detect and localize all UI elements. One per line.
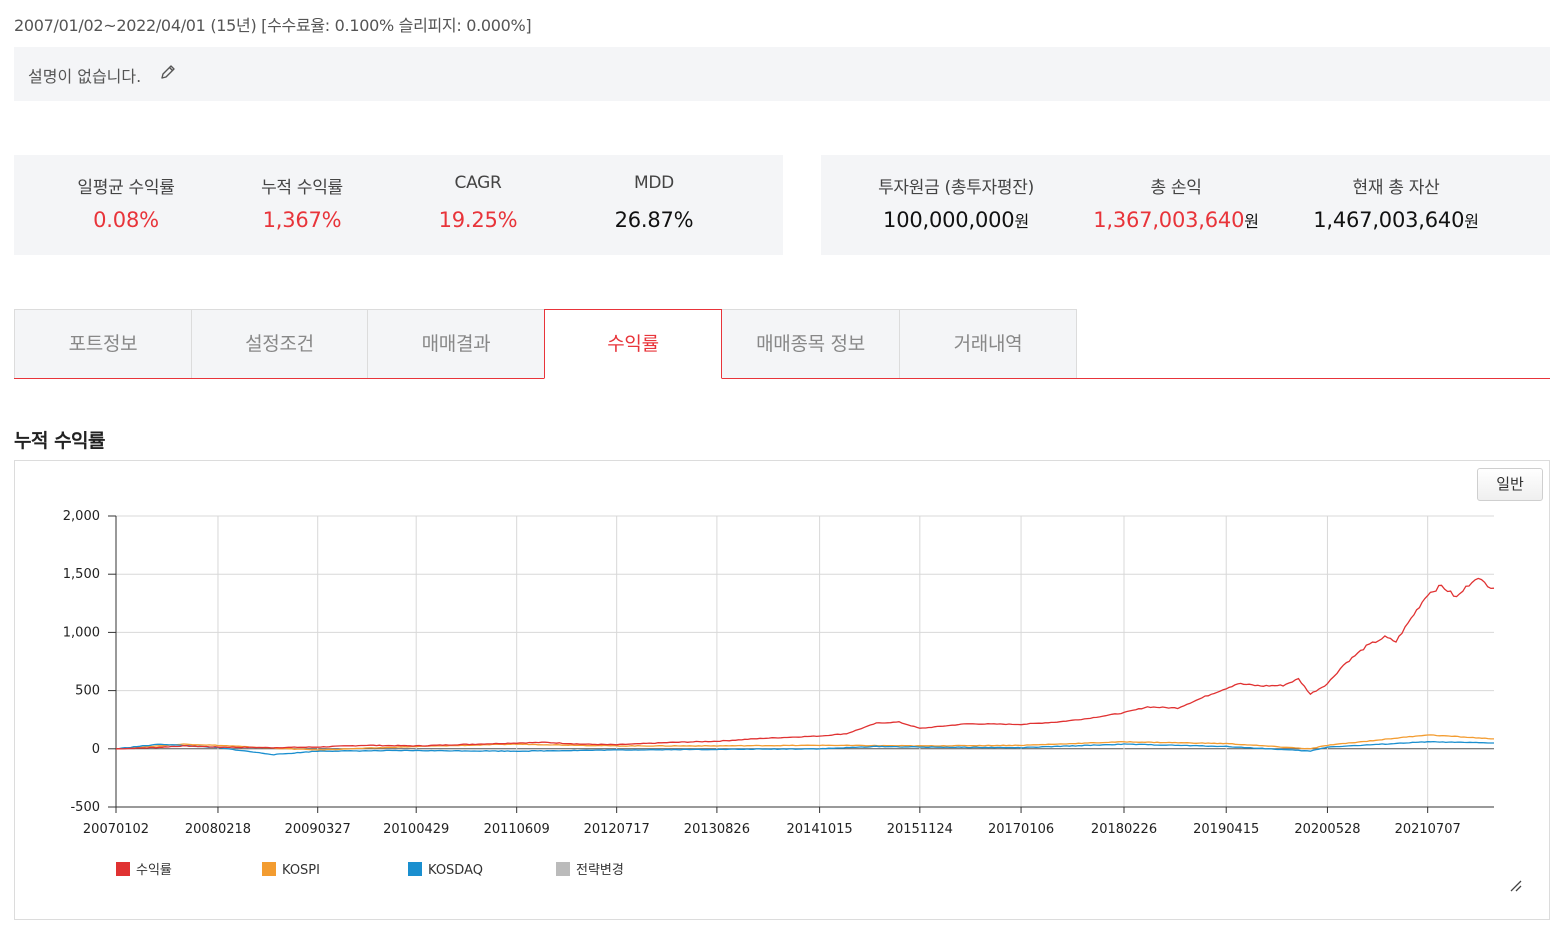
stat-value: 1,367% <box>262 208 342 232</box>
performance-summary-panel: 일평균 수익률 0.08% 누적 수익률 1,367% CAGR 19.25% … <box>14 155 783 255</box>
description-text: 설명이 없습니다. <box>28 67 142 86</box>
stat-value: 1,467,003,640 <box>1313 208 1465 232</box>
stat-label: 투자원금 (총투자평잔) <box>878 178 1034 198</box>
legend-strategy-change-label: 전략변경 <box>576 863 624 878</box>
stat-value: 26.87% <box>614 208 694 232</box>
stat-label: 일평균 수익률 <box>77 178 175 198</box>
stat-mdd: MDD 26.87% <box>566 155 742 255</box>
x-tick-label: 20130826 <box>684 822 750 837</box>
tabs-underline <box>14 378 1550 379</box>
backtest-period: 2007/01/02~2022/04/01 (15년) [수수료율: 0.100… <box>14 16 532 35</box>
legend-kosdaq-swatch <box>408 862 422 876</box>
tab-returns[interactable]: 수익률 <box>544 309 722 379</box>
stat-value: 0.08% <box>93 208 159 232</box>
stat-cumulative-return: 누적 수익률 1,367% <box>214 155 390 255</box>
currency-unit: 원 <box>1464 212 1479 231</box>
stat-principal: 투자원금 (총투자평잔) 100,000,000원 <box>846 155 1066 255</box>
legend-kospi-label: KOSPI <box>282 863 320 878</box>
x-tick-label: 20090327 <box>285 822 351 837</box>
series-line-returns <box>115 577 1495 750</box>
stat-daily-return: 일평균 수익률 0.08% <box>38 155 214 255</box>
stat-value-row: 1,367,003,640원 <box>1066 208 1286 232</box>
legend-kosdaq-label: KOSDAQ <box>428 863 483 878</box>
legend-returns-label: 수익률 <box>136 863 172 878</box>
tab-transactions[interactable]: 거래내역 <box>899 309 1077 378</box>
legend-kospi-swatch <box>262 862 276 876</box>
stat-value: 1,367,003,640 <box>1093 208 1245 232</box>
section-title: 누적 수익률 <box>14 430 106 452</box>
stat-value: 19.25% <box>438 208 518 232</box>
y-tick-label: 1,500 <box>63 567 100 582</box>
tab-traded-stocks[interactable]: 매매종목 정보 <box>721 309 900 378</box>
x-tick-label: 20151124 <box>887 822 953 837</box>
tab-trade-results[interactable]: 매매결과 <box>367 309 545 378</box>
asset-summary-panel: 투자원금 (총투자평잔) 100,000,000원 총 손익 1,367,003… <box>821 155 1550 255</box>
currency-unit: 원 <box>1014 212 1029 231</box>
cumulative-return-chart: 2,000 1,500 1,000 500 0 -500 20070102 20080218 2… <box>14 460 1550 920</box>
description-box: 설명이 없습니다. <box>14 47 1550 101</box>
currency-unit: 원 <box>1244 212 1259 231</box>
stat-total-assets: 현재 총 자산 1,467,003,640원 <box>1286 155 1506 255</box>
series-line-kospi <box>115 734 1494 751</box>
stat-value-row: 1,467,003,640원 <box>1286 208 1506 232</box>
stat-label: MDD <box>634 173 674 193</box>
y-tick-label: 1,000 <box>63 625 100 640</box>
chart-mode-button[interactable]: 일반 <box>1477 468 1543 501</box>
x-tick-label: 20180226 <box>1091 822 1157 837</box>
x-tick-label: 20080218 <box>185 822 251 837</box>
x-tick-label: 20070102 <box>83 822 149 837</box>
legend-strategy-change-swatch <box>556 862 570 876</box>
stat-label: CAGR <box>454 173 502 193</box>
x-tick-label: 20110609 <box>484 822 550 837</box>
stat-value: 100,000,000 <box>883 208 1015 232</box>
stat-label: 총 손익 <box>1150 178 1202 198</box>
x-tick-label: 20190415 <box>1193 822 1259 837</box>
y-tick-label: 2,000 <box>63 509 100 524</box>
legend-returns-swatch <box>116 862 130 876</box>
stat-value-row: 100,000,000원 <box>846 208 1066 232</box>
x-tick-label: 20170106 <box>988 822 1054 837</box>
x-tick-label: 20141015 <box>787 822 853 837</box>
tab-settings[interactable]: 설정조건 <box>191 309 368 378</box>
resize-handle-icon[interactable] <box>1508 878 1522 892</box>
x-tick-label: 20100429 <box>383 822 449 837</box>
stat-cagr: CAGR 19.25% <box>390 155 566 255</box>
stat-label: 현재 총 자산 <box>1352 178 1440 198</box>
y-tick-label: 0 <box>92 742 100 757</box>
y-tick-label: -500 <box>70 800 100 815</box>
stat-total-pnl: 총 손익 1,367,003,640원 <box>1066 155 1286 255</box>
x-tick-label: 20210707 <box>1395 822 1461 837</box>
chart-canvas: 2,000 1,500 1,000 500 0 -500 20070102 20080218 2… <box>63 509 1495 878</box>
pencil-icon[interactable] <box>158 62 178 82</box>
series-line-kosdaq <box>115 740 1494 756</box>
stat-label: 누적 수익률 <box>261 178 343 198</box>
y-tick-label: 500 <box>75 684 100 699</box>
x-tick-label: 20200528 <box>1294 822 1360 837</box>
tab-port-info[interactable]: 포트정보 <box>14 309 192 378</box>
x-tick-label: 20120717 <box>584 822 650 837</box>
result-tabs: 포트정보 설정조건 매매결과 수익률 매매종목 정보 거래내역 <box>14 309 1550 379</box>
